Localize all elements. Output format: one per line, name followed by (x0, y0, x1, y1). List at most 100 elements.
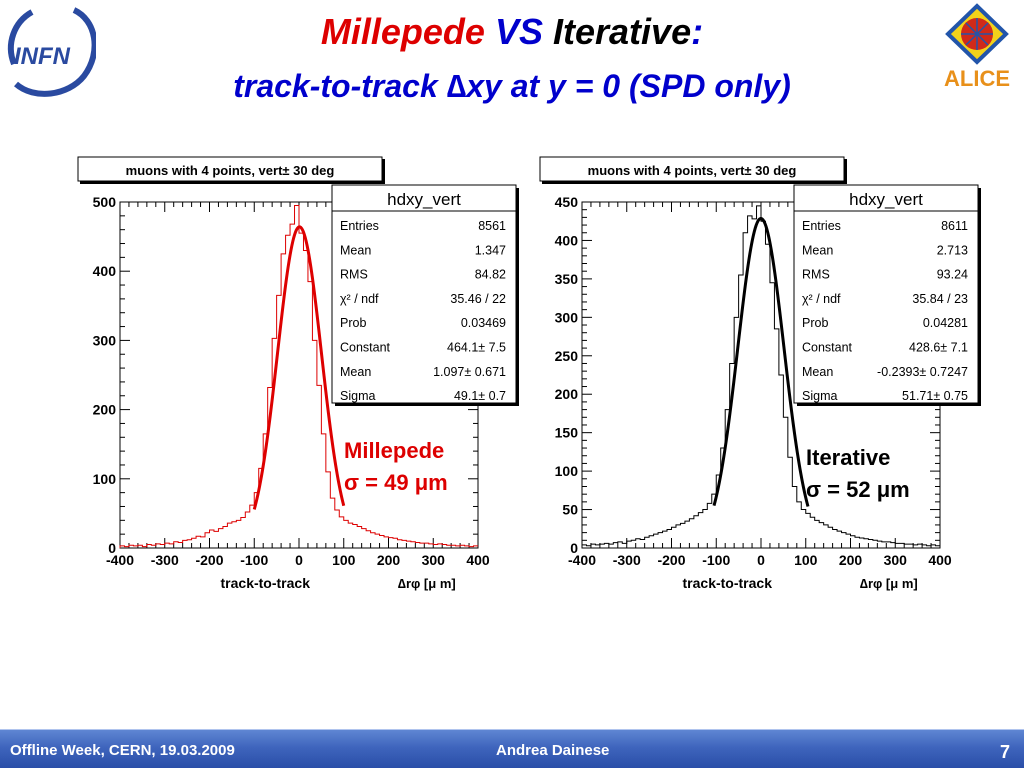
y-tick-label: 150 (555, 425, 579, 441)
histogram-bin (886, 542, 890, 548)
stats-row-label: Mean (802, 365, 833, 379)
histogram-bin (147, 545, 151, 548)
chart-title-shadow-side (844, 159, 847, 184)
stats-row-value: 1.097± 0.671 (433, 365, 506, 379)
histogram-bin (774, 329, 778, 548)
fit-annotation-label: Millepede (344, 438, 444, 463)
histogram-bin (757, 206, 761, 548)
alice-logo: ALICE (944, 3, 1010, 91)
stats-row-value: -0.2393± 0.7247 (877, 365, 968, 379)
slide-title-line2: track-to-track ∆xy at y = 0 (SPD only) (0, 66, 1024, 106)
title2-prefix: track-to-track (233, 68, 447, 104)
y-tick-label: 200 (555, 386, 579, 402)
histogram-bin (236, 520, 240, 548)
histogram-bin (245, 512, 249, 548)
histogram-bin (183, 540, 187, 548)
histogram-bin (627, 541, 631, 548)
histogram-bin (819, 523, 823, 548)
y-tick-label: 100 (93, 471, 117, 487)
title-millepede: Millepede (320, 11, 485, 52)
histogram-bin (900, 543, 904, 548)
histogram-bin (295, 205, 299, 548)
stats-row-label: Entries (802, 219, 841, 233)
stats-box-name: hdxy_vert (849, 190, 923, 209)
histogram-bin (864, 539, 868, 548)
histogram-bin (600, 544, 604, 548)
histogram-bin (227, 523, 231, 548)
histogram-bin (663, 531, 667, 548)
x-tick-label: -300 (613, 552, 641, 568)
title2-delta: ∆ (446, 68, 467, 104)
stats-row-value: 84.82 (475, 268, 506, 282)
histogram-bin (362, 529, 366, 548)
histogram-bin (828, 527, 832, 548)
stats-row-label: χ² / ndf (340, 292, 379, 306)
histogram-bin (658, 533, 662, 548)
y-tick-label: 0 (108, 540, 116, 556)
histogram-bin (299, 233, 303, 548)
histogram-outline (581, 205, 940, 548)
histogram-bin (456, 546, 460, 548)
footer-author: Andrea Dainese (496, 742, 610, 759)
histogram-bin (366, 531, 370, 548)
stats-row-label: Mean (340, 365, 371, 379)
histogram-bin (672, 527, 676, 548)
histogram-bin (895, 543, 899, 548)
stats-box-name: hdxy_vert (387, 190, 461, 209)
histogram-bin (402, 540, 406, 548)
chart-title: muons with 4 points, vert± 30 deg (126, 163, 335, 178)
histogram-bin (474, 546, 478, 548)
x-tick-label: -200 (657, 552, 685, 568)
histogram-bin (330, 498, 334, 548)
histogram-bin (604, 543, 608, 548)
histogram-bin (868, 540, 872, 548)
histogram-bin (676, 525, 680, 548)
histogram-bin (667, 530, 671, 548)
x-tick-label: -300 (151, 552, 179, 568)
x-tick-label: 200 (377, 552, 401, 568)
x-tick-label: 400 (928, 552, 952, 568)
title-colon: : (691, 11, 704, 52)
fit-annotation-sigma: σ = 52 μm (806, 477, 910, 502)
histogram-bin (654, 534, 658, 548)
stats-row-label: Constant (802, 341, 853, 355)
histogram-bin (442, 545, 446, 548)
histogram-bin (223, 527, 227, 548)
histogram-bin (218, 529, 222, 548)
histogram-bin (460, 545, 464, 548)
fit-annotation-label: Iterative (806, 445, 890, 470)
stats-row-value: 0.03469 (461, 316, 506, 330)
y-tick-label: 300 (93, 332, 117, 348)
histogram-bin (788, 457, 792, 548)
histogram-bin (792, 486, 796, 548)
stats-row-value: 49.1± 0.7 (454, 389, 506, 403)
y-tick-label: 250 (555, 348, 579, 364)
stats-row-value: 1.347 (475, 243, 506, 257)
histogram-bin (214, 531, 218, 548)
chart-title-shadow-side (382, 159, 385, 184)
histogram-bin (765, 244, 769, 548)
x-tick-label: 100 (332, 552, 356, 568)
x-tick-label: -100 (702, 552, 730, 568)
histogram-bin (936, 546, 940, 548)
histogram-bin (859, 538, 863, 548)
histogram-bin (174, 542, 178, 548)
stats-box (793, 184, 979, 404)
stats-row-label: Entries (340, 219, 379, 233)
histogram-bin (837, 531, 841, 548)
histogram-bin (770, 283, 774, 548)
y-tick-label: 300 (555, 309, 579, 325)
iterative-histogram-chart: muons with 4 points, vert± 30 deg -400 -30… (539, 156, 981, 591)
histogram-bin (622, 543, 626, 548)
histogram-bin (842, 533, 846, 548)
histogram-bin (353, 524, 357, 548)
histogram-bin (873, 540, 877, 548)
histogram-bin (389, 538, 393, 548)
x-tick-label: 0 (757, 552, 765, 568)
infn-logo-text: INFN (14, 43, 71, 70)
stats-row-value: 8611 (941, 219, 968, 233)
x-tick-label: 400 (466, 552, 490, 568)
histogram-bin (586, 546, 590, 548)
y-tick-label: 0 (570, 540, 578, 556)
histogram-bin (451, 545, 455, 548)
